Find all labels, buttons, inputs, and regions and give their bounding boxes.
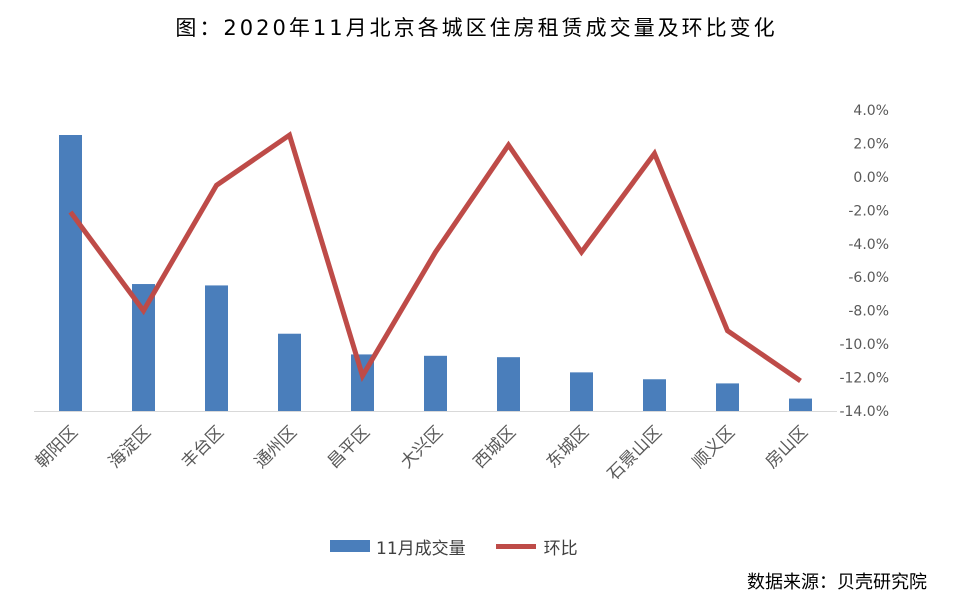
legend-item-volume: 11月成交量 — [330, 534, 466, 559]
x-tick-labels: 朝阳区 海淀区 丰台区 通州区 昌平区 大兴区 西城区 东城区 石景山区 顺义区 房山区 — [32, 422, 812, 484]
bar-7 — [570, 372, 593, 411]
x-tick-label: 石景山区 — [604, 422, 666, 484]
right-tick-label: -6.0% — [848, 270, 889, 286]
x-tick-label: 海淀区 — [105, 422, 155, 472]
source-note: 数据来源：贝壳研究院 — [747, 572, 927, 593]
right-tick-label: 0.0% — [853, 170, 889, 186]
x-tick-label: 顺义区 — [689, 422, 739, 472]
right-tick-label: -2.0% — [848, 203, 889, 219]
legend: 11月成交量 环比 — [330, 534, 608, 559]
x-tick-label: 东城区 — [543, 422, 593, 472]
x-tick-label: 房山区 — [762, 422, 812, 472]
legend-label-huanbi: 环比 — [543, 538, 578, 559]
bars — [59, 135, 812, 411]
right-axis-tick-labels: 4.0% 2.0% 0.0% -2.0% -4.0% -6.0% -8.0% -10.0% -1… — [839, 103, 889, 420]
bar-6 — [497, 357, 520, 411]
right-tick-label: -10.0% — [839, 337, 889, 353]
bar-8 — [643, 379, 666, 411]
right-tick-label: -14.0% — [839, 404, 889, 420]
legend-label-volume: 11月成交量 — [376, 538, 466, 559]
x-tick-label: 昌平区 — [324, 422, 374, 472]
bar-1 — [132, 284, 155, 411]
bar-3 — [278, 333, 301, 411]
right-tick-label: 4.0% — [853, 103, 889, 119]
right-tick-label: -4.0% — [848, 237, 889, 253]
bar-9 — [716, 383, 739, 411]
x-tick-label: 通州区 — [251, 422, 301, 472]
bar-2 — [205, 285, 228, 411]
bar-10 — [789, 398, 812, 411]
right-tick-label: 2.0% — [853, 136, 889, 152]
bar-5 — [424, 355, 447, 411]
legend-bar-swatch — [330, 540, 370, 552]
right-tick-label: -8.0% — [848, 304, 889, 320]
legend-line-swatch — [495, 543, 536, 549]
series-line-huanbi — [68, 131, 802, 383]
chart-title: 图：2020年11月北京各城区住房租赁成交量及环比变化 — [175, 16, 778, 40]
x-tick-label: 西城区 — [470, 422, 520, 472]
x-tick-label: 大兴区 — [397, 422, 447, 472]
x-tick-label: 朝阳区 — [32, 422, 82, 472]
right-tick-label: -12.0% — [839, 371, 889, 387]
x-tick-label: 丰台区 — [178, 422, 228, 472]
legend-item-huanbi: 环比 — [495, 534, 578, 559]
bar-0 — [59, 135, 82, 411]
